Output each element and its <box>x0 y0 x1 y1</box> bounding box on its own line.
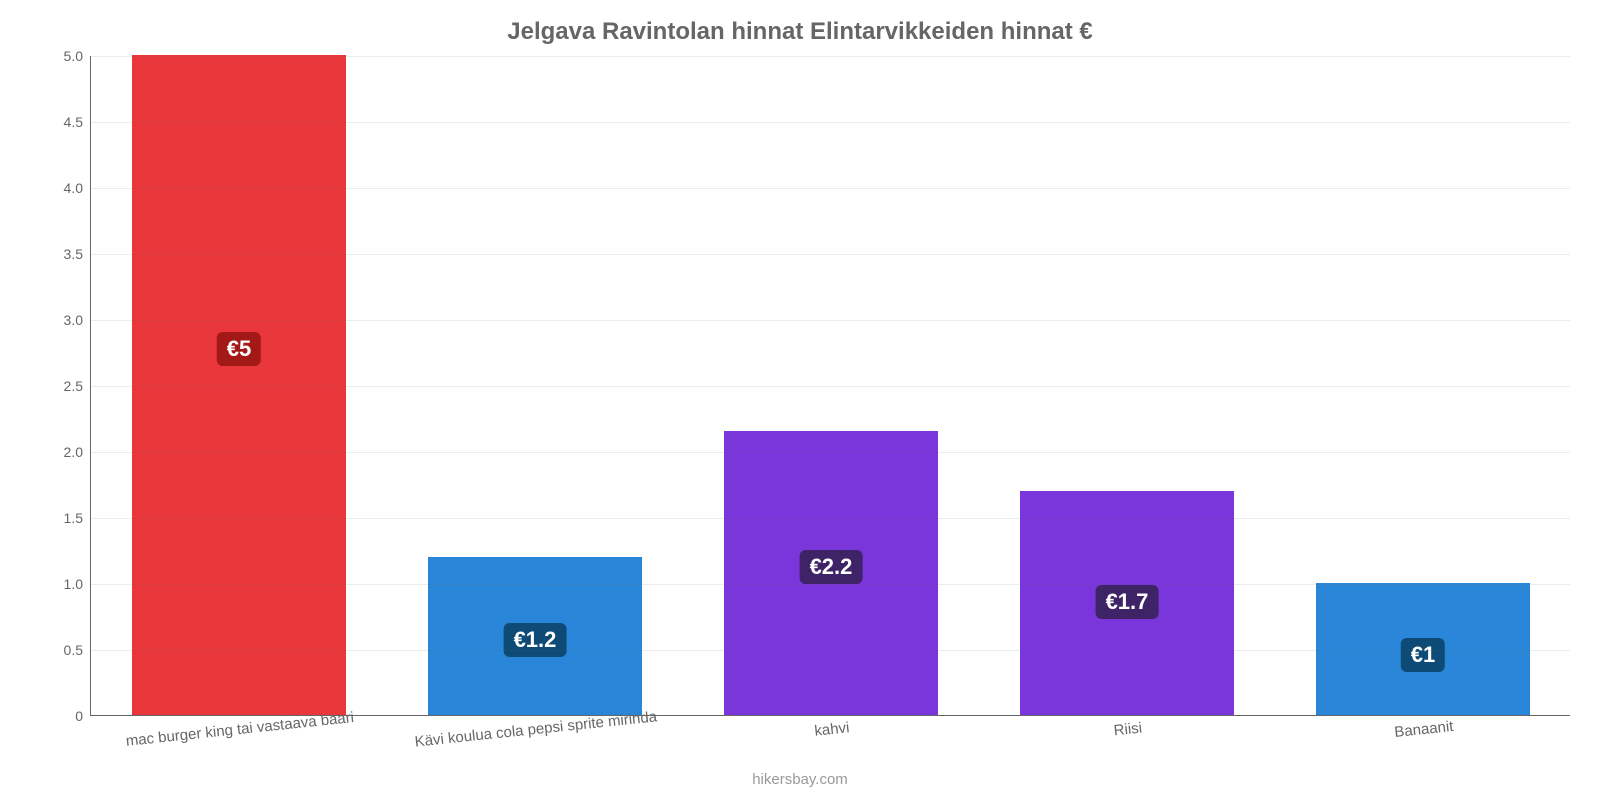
bar-value-label: €5 <box>217 332 261 366</box>
y-tick-label: 2.0 <box>64 444 91 460</box>
grid-line <box>91 386 1570 387</box>
y-tick-label: 1.0 <box>64 576 91 592</box>
bar: €5 <box>132 55 345 715</box>
y-tick-label: 5.0 <box>64 48 91 64</box>
bar-value-label: €1 <box>1401 638 1445 672</box>
y-tick-label: 4.5 <box>64 114 91 130</box>
bar: €1 <box>1316 583 1529 715</box>
y-tick-label: 0.5 <box>64 642 91 658</box>
x-tick-label: Riisi <box>1113 720 1143 740</box>
y-tick-label: 1.5 <box>64 510 91 526</box>
bar-value-label: €2.2 <box>800 550 863 584</box>
y-tick-label: 3.0 <box>64 312 91 328</box>
y-tick-label: 3.5 <box>64 246 91 262</box>
grid-line <box>91 320 1570 321</box>
grid-line <box>91 650 1570 651</box>
x-tick-label: kahvi <box>814 719 851 740</box>
bar: €2.2 <box>724 431 937 715</box>
x-tick-label: Banaanit <box>1394 718 1455 741</box>
chart-title: Jelgava Ravintolan hinnat Elintarvikkeid… <box>0 18 1600 46</box>
grid-line <box>91 122 1570 123</box>
bar-value-label: €1.7 <box>1096 585 1159 619</box>
grid-line <box>91 254 1570 255</box>
grid-line <box>91 584 1570 585</box>
x-tick-label: mac burger king tai vastaava baari <box>125 709 355 750</box>
grid-line <box>91 188 1570 189</box>
bar-value-label: €1.2 <box>504 623 567 657</box>
grid-line <box>91 518 1570 519</box>
grid-line <box>91 452 1570 453</box>
y-tick-label: 4.0 <box>64 180 91 196</box>
credit-text: hikersbay.com <box>0 771 1600 788</box>
bar: €1.7 <box>1020 491 1233 715</box>
bar: €1.2 <box>428 557 641 715</box>
y-tick-label: 0 <box>75 708 91 724</box>
y-tick-label: 2.5 <box>64 378 91 394</box>
plot-area: €5€1.2€2.2€1.7€1 00.51.01.52.02.53.03.54… <box>90 56 1570 716</box>
grid-line <box>91 56 1570 57</box>
